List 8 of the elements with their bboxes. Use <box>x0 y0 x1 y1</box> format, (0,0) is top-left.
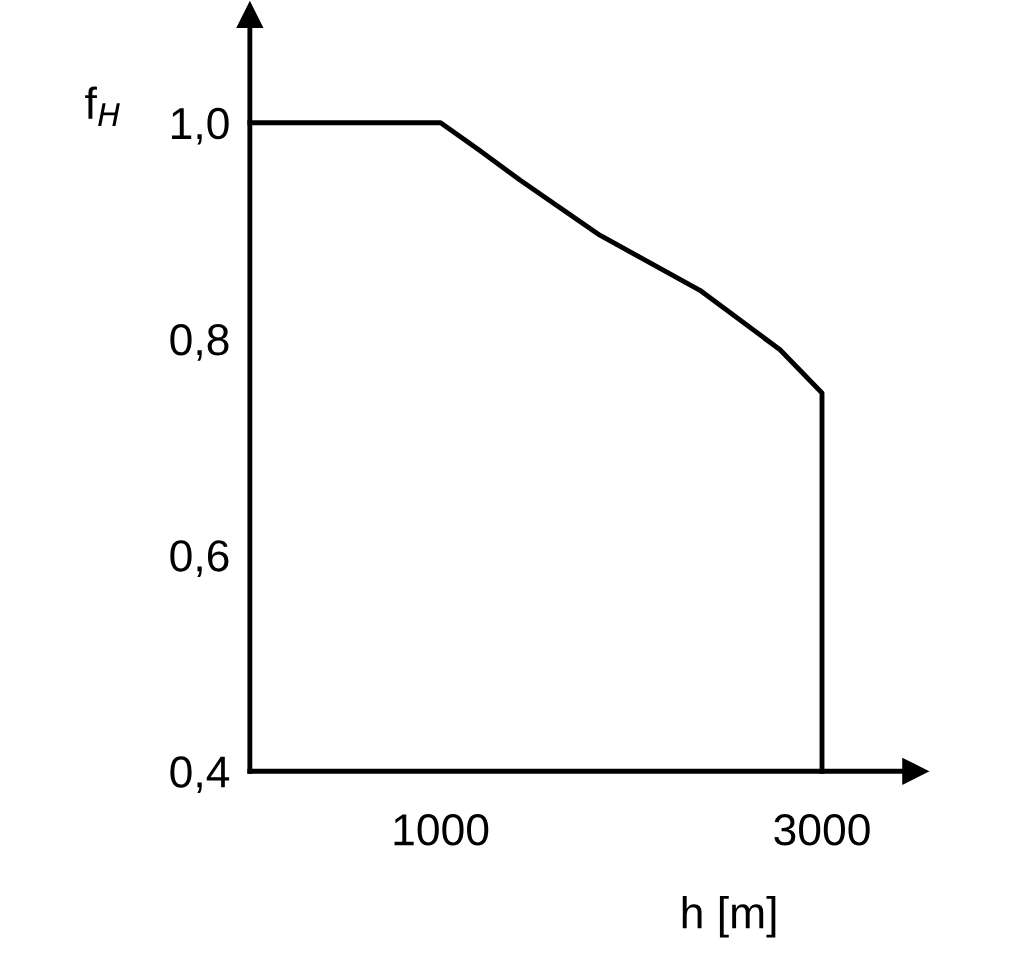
y-axis-title: f$_{H}$ <box>85 86 120 126</box>
x-tick-label: 3000 <box>774 814 870 846</box>
y-tick-label: 0,8 <box>170 324 229 361</box>
x-axis-title: h [m] <box>682 896 776 938</box>
x-tick-label: 1000 <box>394 814 489 846</box>
y-tick-label: 1,0 <box>172 107 229 145</box>
y-tick-label: 0,4 <box>170 756 230 794</box>
y-tick-label: 0,6 <box>170 540 229 577</box>
